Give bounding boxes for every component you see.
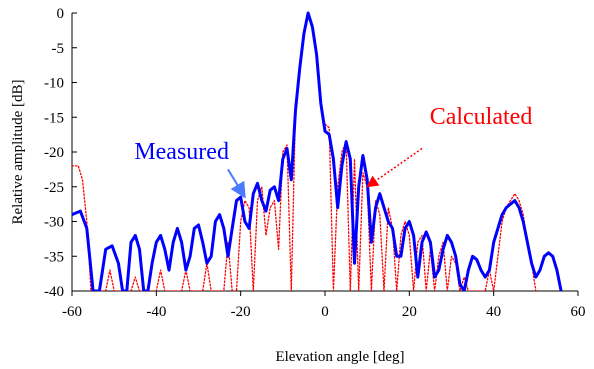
x-axis-title: Elevation angle [deg] — [275, 349, 404, 365]
series-line-measured — [72, 11, 563, 291]
x-tick-label: 0 — [321, 304, 329, 320]
x-ticks: -60 -40 -20 0 20 40 60 — [62, 291, 586, 320]
y-tick-label: -25 — [44, 180, 64, 196]
annotation-layer: Measured Calculated — [134, 104, 533, 199]
y-tick-label: -5 — [52, 41, 65, 57]
annotation-arrow-measured — [227, 168, 246, 199]
y-tick-label: -15 — [44, 110, 64, 126]
y-tick-label: -10 — [44, 76, 64, 92]
y-axis-title: Relative amplitude [dB] — [10, 80, 26, 225]
annotation-label-calculated: Calculated — [430, 104, 533, 130]
series-line-calculated — [72, 12, 537, 291]
y-tick-label: -30 — [44, 215, 64, 231]
series-layer — [72, 11, 563, 291]
x-tick-label: -40 — [146, 304, 166, 320]
y-tick-label: -35 — [44, 249, 64, 265]
annotation-label-measured: Measured — [134, 139, 229, 165]
x-tick-label: -60 — [62, 304, 82, 320]
x-tick-label: 20 — [402, 304, 417, 320]
x-tick-label: -20 — [231, 304, 251, 320]
annotation-arrow-calculated — [366, 147, 423, 188]
y-ticks: 0 -5 -10 -15 -20 -25 -30 -35 -40 — [44, 6, 77, 300]
y-tick-label: -40 — [44, 284, 64, 300]
y-tick-label: -20 — [44, 145, 64, 161]
y-tick-label: 0 — [57, 6, 65, 22]
x-tick-label: 40 — [486, 304, 501, 320]
x-tick-label: 60 — [571, 304, 586, 320]
